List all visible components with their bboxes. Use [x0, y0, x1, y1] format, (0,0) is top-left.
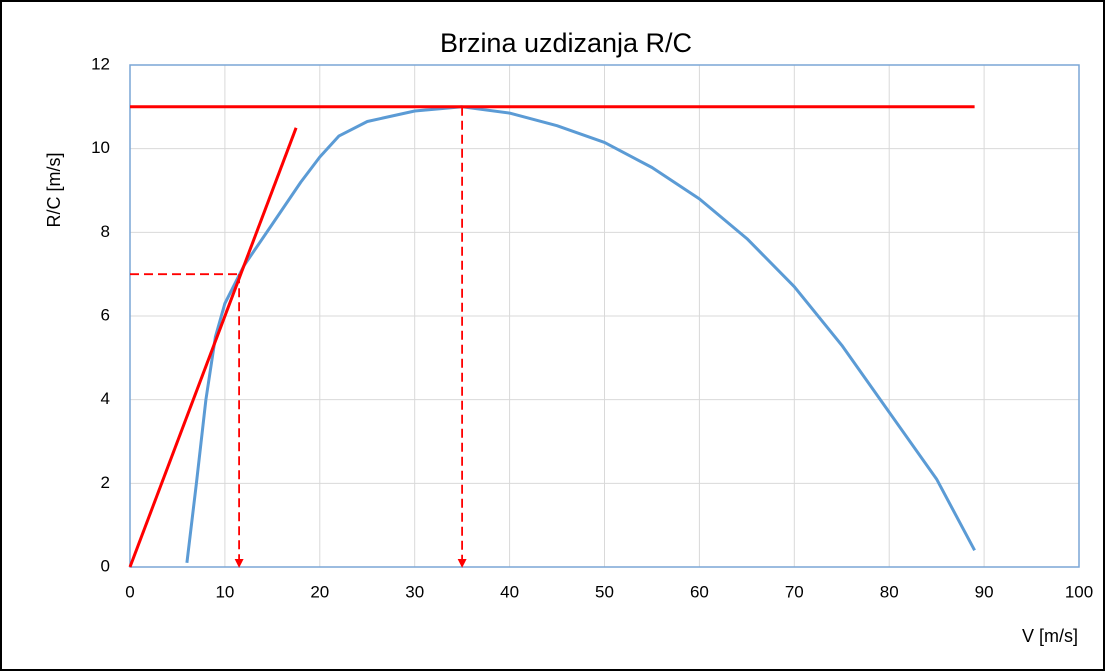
x-tick-label: 80: [880, 582, 899, 601]
x-tick-label: 10: [215, 582, 234, 601]
x-tick-label: 40: [500, 582, 519, 601]
y-tick-label: 0: [101, 556, 110, 575]
x-tick-label: 100: [1065, 582, 1093, 601]
series-line: [128, 127, 298, 568]
y-tick-label: 2: [101, 473, 110, 492]
x-tick-label: 30: [405, 582, 424, 601]
x-tick-label: 70: [785, 582, 804, 601]
chart-title: Brzina uzdizanja R/C: [440, 28, 692, 58]
y-axis-label: R/C [m/s]: [44, 153, 64, 228]
x-tick-label: 0: [125, 582, 134, 601]
x-tick-label: 50: [595, 582, 614, 601]
y-tick-label: 6: [101, 305, 110, 324]
y-tick-label: 12: [91, 54, 110, 73]
x-axis-label: V [m/s]: [1022, 626, 1078, 646]
y-tick-label: 10: [91, 138, 110, 157]
x-tick-label: 90: [975, 582, 994, 601]
x-tick-label: 60: [690, 582, 709, 601]
y-tick-label: 8: [101, 222, 110, 241]
y-tick-label: 4: [101, 389, 110, 408]
x-tick-label: 20: [310, 582, 329, 601]
series-line: [185, 105, 976, 563]
plot-border: [129, 64, 1080, 568]
